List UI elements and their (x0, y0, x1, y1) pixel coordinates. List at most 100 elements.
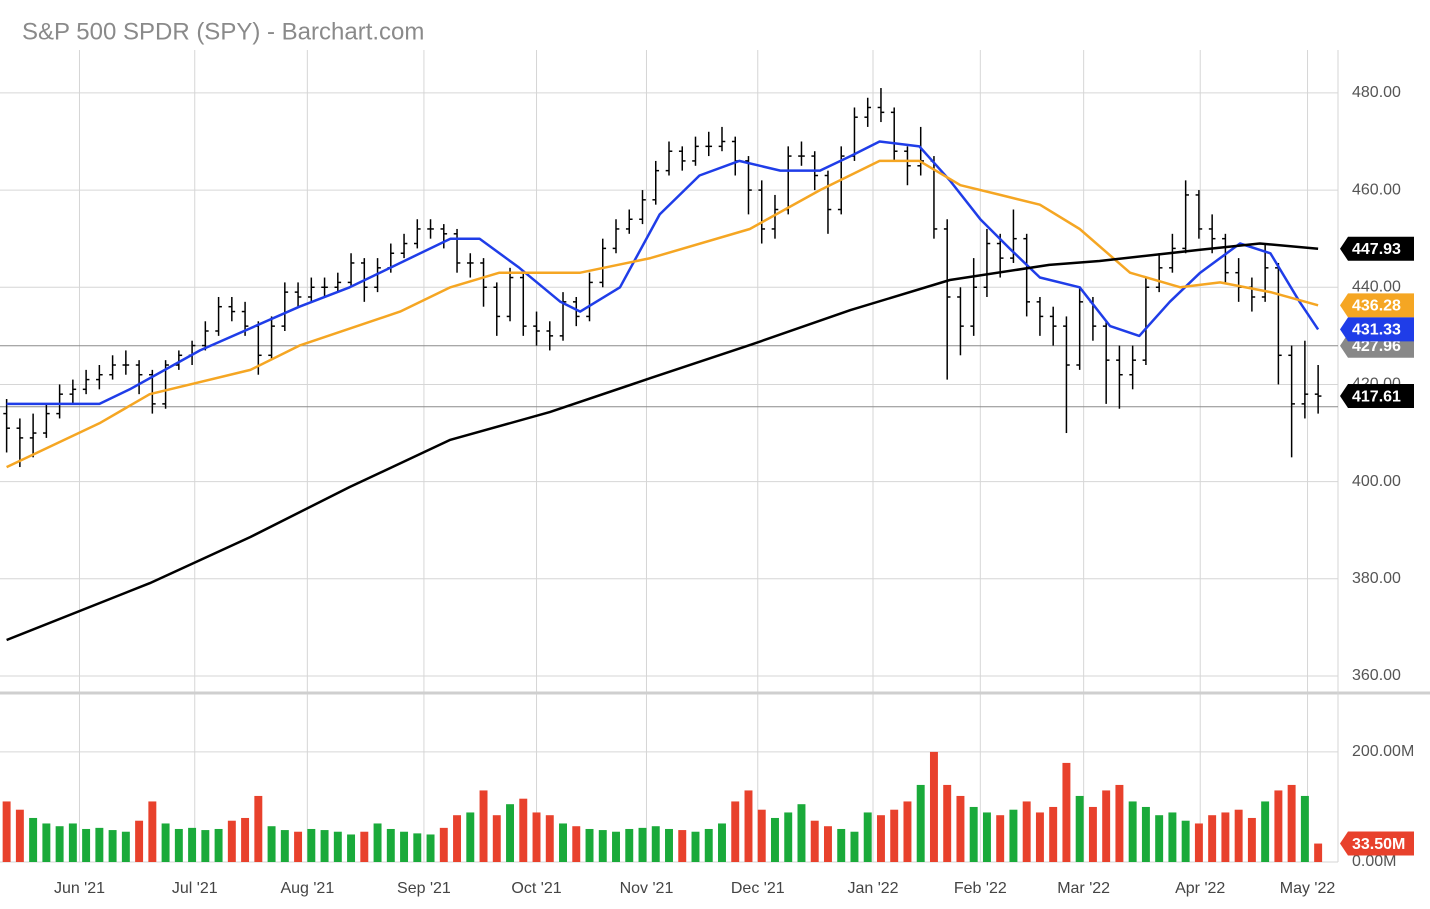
volume-bar (876, 815, 885, 862)
x-tick-label: Sep '21 (397, 880, 451, 897)
volume-bar (1049, 806, 1058, 862)
x-tick-label: Apr '22 (1175, 880, 1225, 897)
volume-bar (466, 812, 475, 862)
y-tick-label: 380.00 (1352, 570, 1401, 587)
volume-bar (625, 828, 634, 862)
volume-bar (148, 801, 157, 862)
volume-bar (810, 820, 819, 862)
volume-bar (863, 812, 872, 862)
volume-bar (1208, 815, 1217, 862)
volume-bar (1009, 809, 1018, 862)
volume-bar (532, 812, 541, 862)
volume-bar (1234, 809, 1243, 862)
moving-average-line (6, 242, 1319, 642)
volume-bar (1314, 843, 1323, 862)
x-tick-label: Feb '22 (954, 880, 1007, 897)
volume-bar (68, 823, 77, 862)
x-tick-label: Oct '21 (511, 880, 561, 897)
volume-bar (704, 828, 713, 862)
volume-bar (572, 826, 581, 862)
volume-bar (108, 830, 117, 862)
volume-bar (1128, 801, 1137, 862)
volume-bar (15, 809, 24, 862)
x-tick-label: Dec '21 (731, 880, 785, 897)
volume-bar (479, 790, 488, 862)
price-badge-label: 417.61 (1352, 388, 1401, 405)
price-badge (1340, 384, 1414, 409)
x-tick-label: Jun '21 (54, 880, 105, 897)
volume-bar (2, 801, 11, 862)
moving-average-line (6, 140, 1320, 406)
volume-bar (1287, 784, 1296, 862)
price-badge-label: 33.50M (1352, 836, 1405, 853)
volume-bar (1194, 823, 1203, 862)
volume-bar (784, 812, 793, 862)
volume-bar (744, 790, 753, 862)
volume-bar (135, 820, 144, 862)
volume-bar (294, 831, 303, 862)
volume-bar (426, 834, 435, 862)
volume-bar (506, 804, 515, 862)
volume-bar (333, 831, 342, 862)
volume-bar (174, 828, 183, 862)
volume-bar (1300, 795, 1309, 862)
volume-bar (360, 831, 369, 862)
volume-bar (439, 827, 448, 862)
volume-bar (757, 809, 766, 862)
volume-bar (413, 833, 422, 862)
volume-bar (1261, 801, 1270, 862)
volume-bar (492, 815, 501, 862)
y-tick-label: 460.00 (1352, 181, 1401, 198)
volume-bar (373, 823, 382, 862)
volume-bar (214, 828, 223, 862)
volume-bar (823, 826, 832, 862)
x-tick-label: Jan '22 (847, 880, 898, 897)
volume-bar (890, 809, 899, 862)
chart-title: S&P 500 SPDR (SPY) - Barchart.com (22, 18, 424, 45)
volume-bar (1168, 812, 1177, 862)
volume-bar (1274, 790, 1283, 862)
volume-bar (545, 815, 554, 862)
y-tick-label: 360.00 (1352, 667, 1401, 684)
volume-bar (121, 831, 130, 862)
price-badge (1340, 831, 1414, 856)
volume-bar (943, 784, 952, 862)
volume-bar (29, 817, 38, 862)
price-badge (1340, 293, 1414, 318)
volume-bar (1221, 812, 1230, 862)
volume-bar (982, 812, 991, 862)
volume-bar (42, 823, 51, 862)
volume-bar (903, 801, 912, 862)
volume-bar (1141, 806, 1150, 862)
volume-bar (1035, 812, 1044, 862)
volume-bar (267, 826, 276, 862)
x-tick-label: May '22 (1280, 880, 1336, 897)
y-tick-label: 0.00M (1352, 853, 1396, 870)
volume-bar (916, 784, 925, 862)
price-badge (1340, 317, 1414, 342)
volume-bar (1062, 762, 1071, 862)
volume-bar (254, 795, 263, 862)
x-tick-label: Mar '22 (1057, 880, 1110, 897)
volume-bar (241, 817, 250, 862)
volume-bar (280, 830, 289, 862)
volume-bar (188, 827, 197, 862)
volume-bar (1115, 784, 1124, 862)
volume-bar (1102, 790, 1111, 862)
volume-bar (161, 823, 170, 862)
volume-bar (1155, 815, 1164, 862)
volume-bar (519, 798, 528, 862)
volume-bar (386, 828, 395, 862)
price-badge-label: 447.93 (1352, 241, 1401, 258)
volume-bar (797, 804, 806, 862)
volume-bar (320, 830, 329, 862)
volume-bar (651, 826, 660, 862)
volume-bar (82, 828, 91, 862)
volume-bar (1181, 820, 1190, 862)
y-tick-label: 440.00 (1352, 278, 1401, 295)
y-tick-label: 200.00M (1352, 743, 1414, 760)
volume-bar (55, 826, 64, 862)
volume-bar (929, 751, 938, 862)
volume-bar (400, 831, 409, 862)
volume-bar (718, 823, 726, 862)
